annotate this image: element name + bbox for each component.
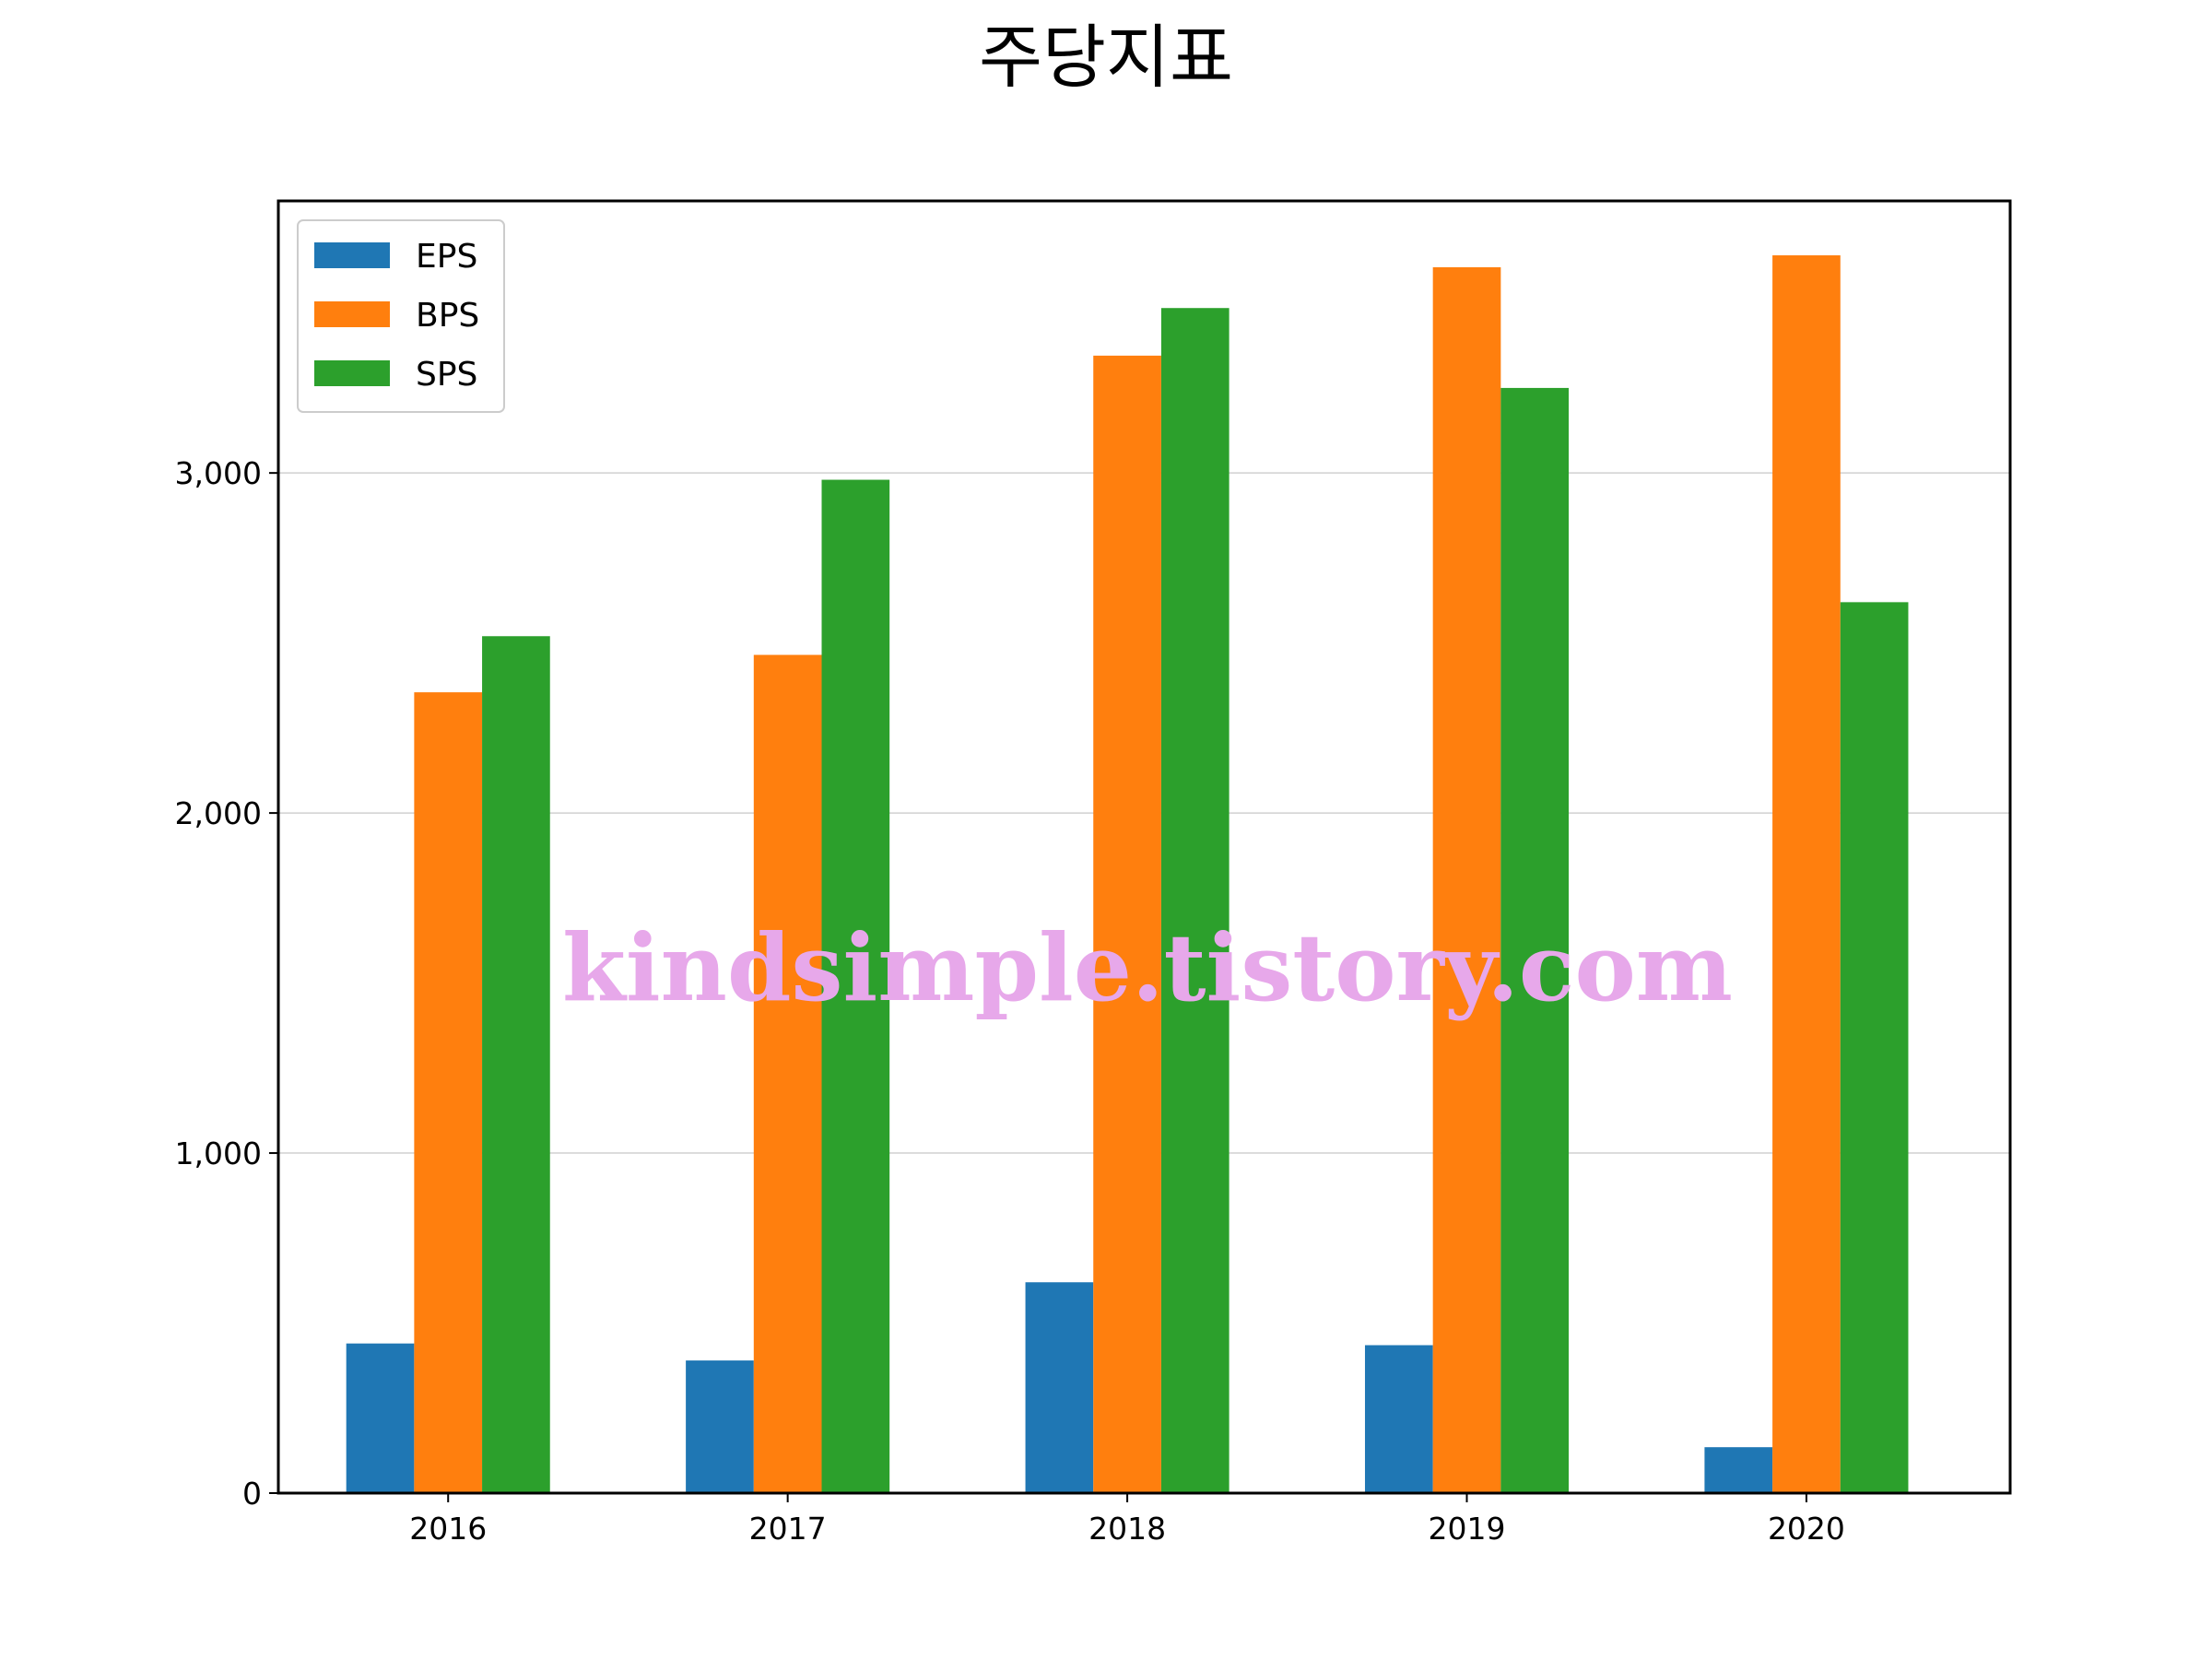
legend: EPS BPS SPS xyxy=(297,219,505,413)
bar-bps-2017 xyxy=(753,654,822,1493)
bar-bps-2020 xyxy=(1772,255,1841,1493)
bar-sps-2020 xyxy=(1840,602,1909,1493)
legend-label-eps: EPS xyxy=(416,238,477,276)
chart-title: 주당지표 xyxy=(979,17,1233,98)
bar-eps-2017 xyxy=(686,1360,754,1493)
y-tick-label: 2,000 xyxy=(175,795,262,831)
y-tick-label: 0 xyxy=(242,1476,262,1512)
x-tick-label: 2020 xyxy=(1768,1511,1845,1547)
legend-label-sps: SPS xyxy=(416,356,477,394)
x-axis-ticks: 2016 2017 2018 2019 2020 xyxy=(409,1493,1845,1547)
bar-eps-2016 xyxy=(346,1343,415,1493)
bar-bps-2016 xyxy=(414,692,483,1493)
bar-eps-2018 xyxy=(1025,1282,1094,1493)
y-tick-label: 1,000 xyxy=(175,1135,262,1171)
x-tick-label: 2019 xyxy=(1429,1511,1506,1547)
bar-bps-2018 xyxy=(1093,355,1161,1493)
bar-bps-2019 xyxy=(1432,266,1501,1494)
bar-sps-2016 xyxy=(482,636,550,1493)
bar-sps-2017 xyxy=(821,479,890,1493)
bars xyxy=(346,255,1909,1494)
legend-swatch-eps xyxy=(314,242,390,268)
watermark: kindsimple.tistory.com xyxy=(562,913,1733,1022)
legend-swatch-sps xyxy=(314,360,390,386)
bar-eps-2020 xyxy=(1704,1447,1773,1493)
legend-label-bps: BPS xyxy=(416,297,479,335)
x-tick-label: 2016 xyxy=(409,1511,487,1547)
legend-swatch-bps xyxy=(314,301,390,327)
y-axis-ticks: 0 1,000 2,000 3,000 xyxy=(175,455,278,1512)
x-tick-label: 2018 xyxy=(1088,1511,1166,1547)
plot-frame xyxy=(276,199,2012,1495)
bar-sps-2018 xyxy=(1160,308,1230,1494)
bar-sps-2019 xyxy=(1500,387,1570,1494)
y-tick-label: 3,000 xyxy=(175,455,262,491)
x-tick-label: 2017 xyxy=(749,1511,827,1547)
bar-eps-2019 xyxy=(1364,1345,1433,1493)
